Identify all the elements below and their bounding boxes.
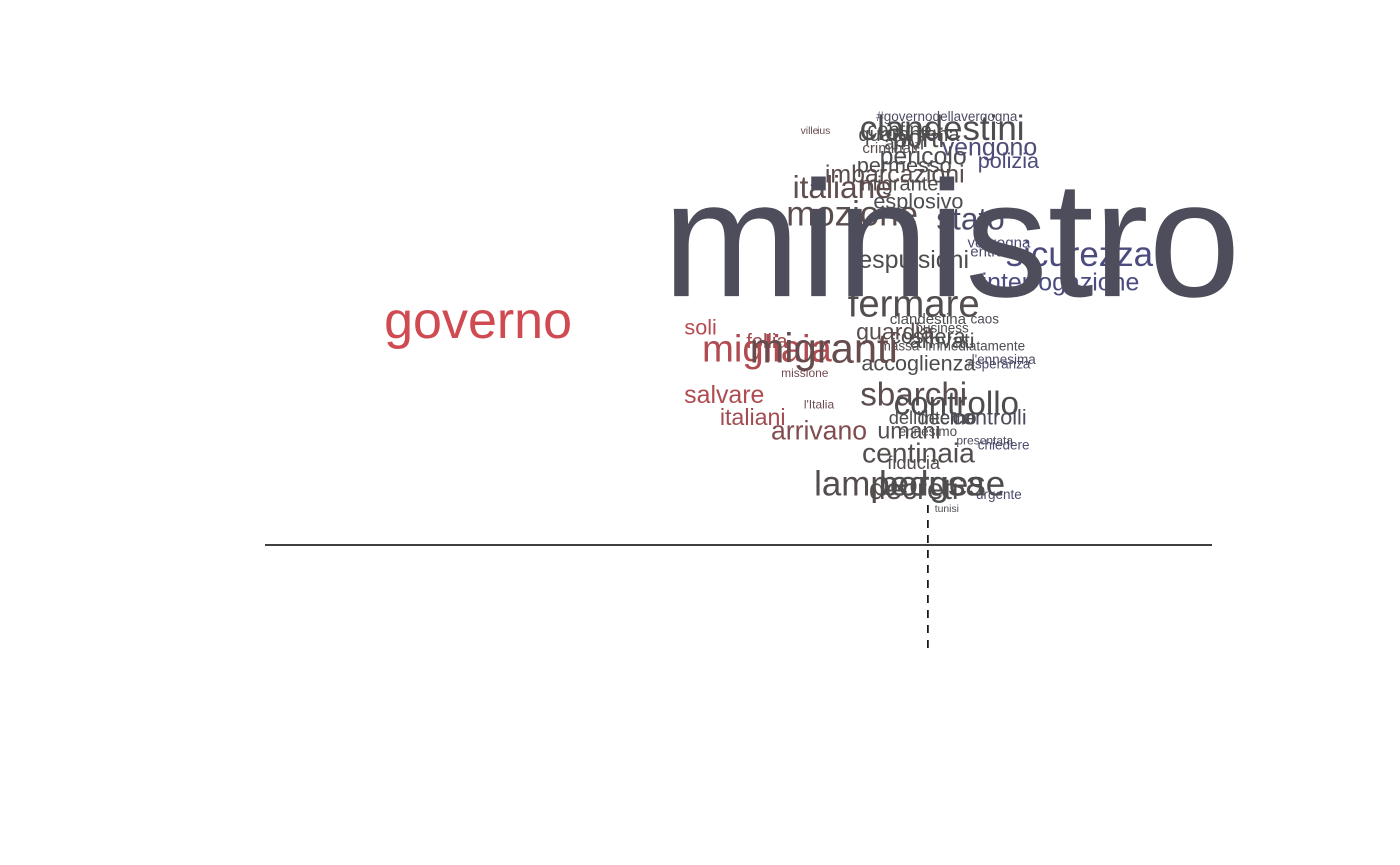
word-label-chiedere: chiedere <box>978 438 1030 453</box>
word-label-migrante: migrante <box>861 173 939 195</box>
word-label-polizia: polizia <box>978 148 1040 173</box>
word-label-missione: missione <box>781 366 829 380</box>
word-label-ius: ius <box>817 126 830 137</box>
word-label-tunisi: tunisi <box>935 504 959 515</box>
word-label-migranti: migranti <box>750 325 898 372</box>
word-label-controllo: controllo <box>894 385 1019 422</box>
word-label-centinaia: centinaia <box>862 436 975 468</box>
word-label-migliaia: migliaia <box>702 328 833 371</box>
word-label-urgente: urgente <box>976 487 1022 502</box>
word-label-pericolo: pericolo <box>880 143 967 171</box>
word-label-esplosivo: esplosivo <box>873 189 963 214</box>
word-label--speranza: #speranza <box>967 357 1031 372</box>
word-label-clandestini: clandestini <box>860 109 1025 148</box>
word-label-umani: umani <box>877 418 940 444</box>
word-label-imbarcazioni: imbarcazioni <box>825 161 965 189</box>
word-label-quarantena: quarantena <box>858 124 960 146</box>
word-label-lampedusa: lampedusa <box>814 465 985 504</box>
word-label-interrogazione: interrogazione <box>982 269 1140 297</box>
word-label-ville: ville <box>801 126 819 137</box>
word-label-vergogna: vergogna <box>967 234 1031 251</box>
word-label-fermare: fermare <box>848 283 980 326</box>
word-label-salvare: salvare <box>684 381 764 409</box>
word-label-accoglienza: accoglienza <box>861 351 976 376</box>
word-label-presentata: presentata <box>956 434 1013 448</box>
word-label-sicurezza: sicurezza <box>1006 235 1154 274</box>
word-label-stato: stato <box>936 200 1005 236</box>
word-label-arrivati: arrivati <box>910 328 975 353</box>
word-label-arrivano: arrivano <box>771 416 867 446</box>
word-label-italiane: italiane <box>793 169 893 205</box>
word-label-arrivi: arrivi <box>884 132 924 153</box>
word-label-sbarchi: sbarchi <box>860 376 967 413</box>
word-label-clandestina: clandestina <box>890 311 967 328</box>
word-label--governodellavergogna: #governodellavergogna <box>876 109 1018 124</box>
word-label-controlli: controlli <box>952 405 1026 430</box>
word-label-decine: decine <box>917 407 976 429</box>
word-label-borgese: borgese <box>879 465 1005 504</box>
word-label-l-italia: l'Italia <box>804 398 835 412</box>
word-label-entrare: entrare <box>970 243 1018 260</box>
word-label-follia: follia <box>746 331 788 353</box>
word-label-permesso: permesso <box>857 153 952 178</box>
word-label-dell-interno: dell'interno <box>889 407 977 428</box>
word-label-decreti: decreti <box>869 473 959 506</box>
word-label-mozione: mozione <box>786 195 918 234</box>
word-label-massa: massa <box>880 339 920 354</box>
word-label-business: business <box>915 321 969 336</box>
word-label-criminali: criminali <box>862 140 917 157</box>
word-label-caos: caos <box>970 312 999 327</box>
word-label-confine: confine <box>867 119 932 141</box>
word-label-l-ennesima: l'ennesima <box>972 352 1037 367</box>
word-label-guardia: guardia <box>856 319 933 345</box>
word-label-italiani: italiani <box>720 404 786 430</box>
word-label-espulsioni: espulsioni <box>858 246 969 274</box>
word-label-costiera: costiera <box>890 324 967 349</box>
word-label-immediatamente: immediatamente <box>925 339 1025 354</box>
word-label-fiducia: fiducia <box>887 452 941 473</box>
word-label-vengono: vengono <box>942 134 1038 162</box>
word-label-soli: soli <box>684 315 716 340</box>
word-label-porti: porti <box>893 123 945 153</box>
word-label-ennesimo: ennesimo <box>899 424 958 439</box>
word-label-governo: governo <box>384 292 572 350</box>
word-label-ministro: ministro <box>663 147 1241 331</box>
